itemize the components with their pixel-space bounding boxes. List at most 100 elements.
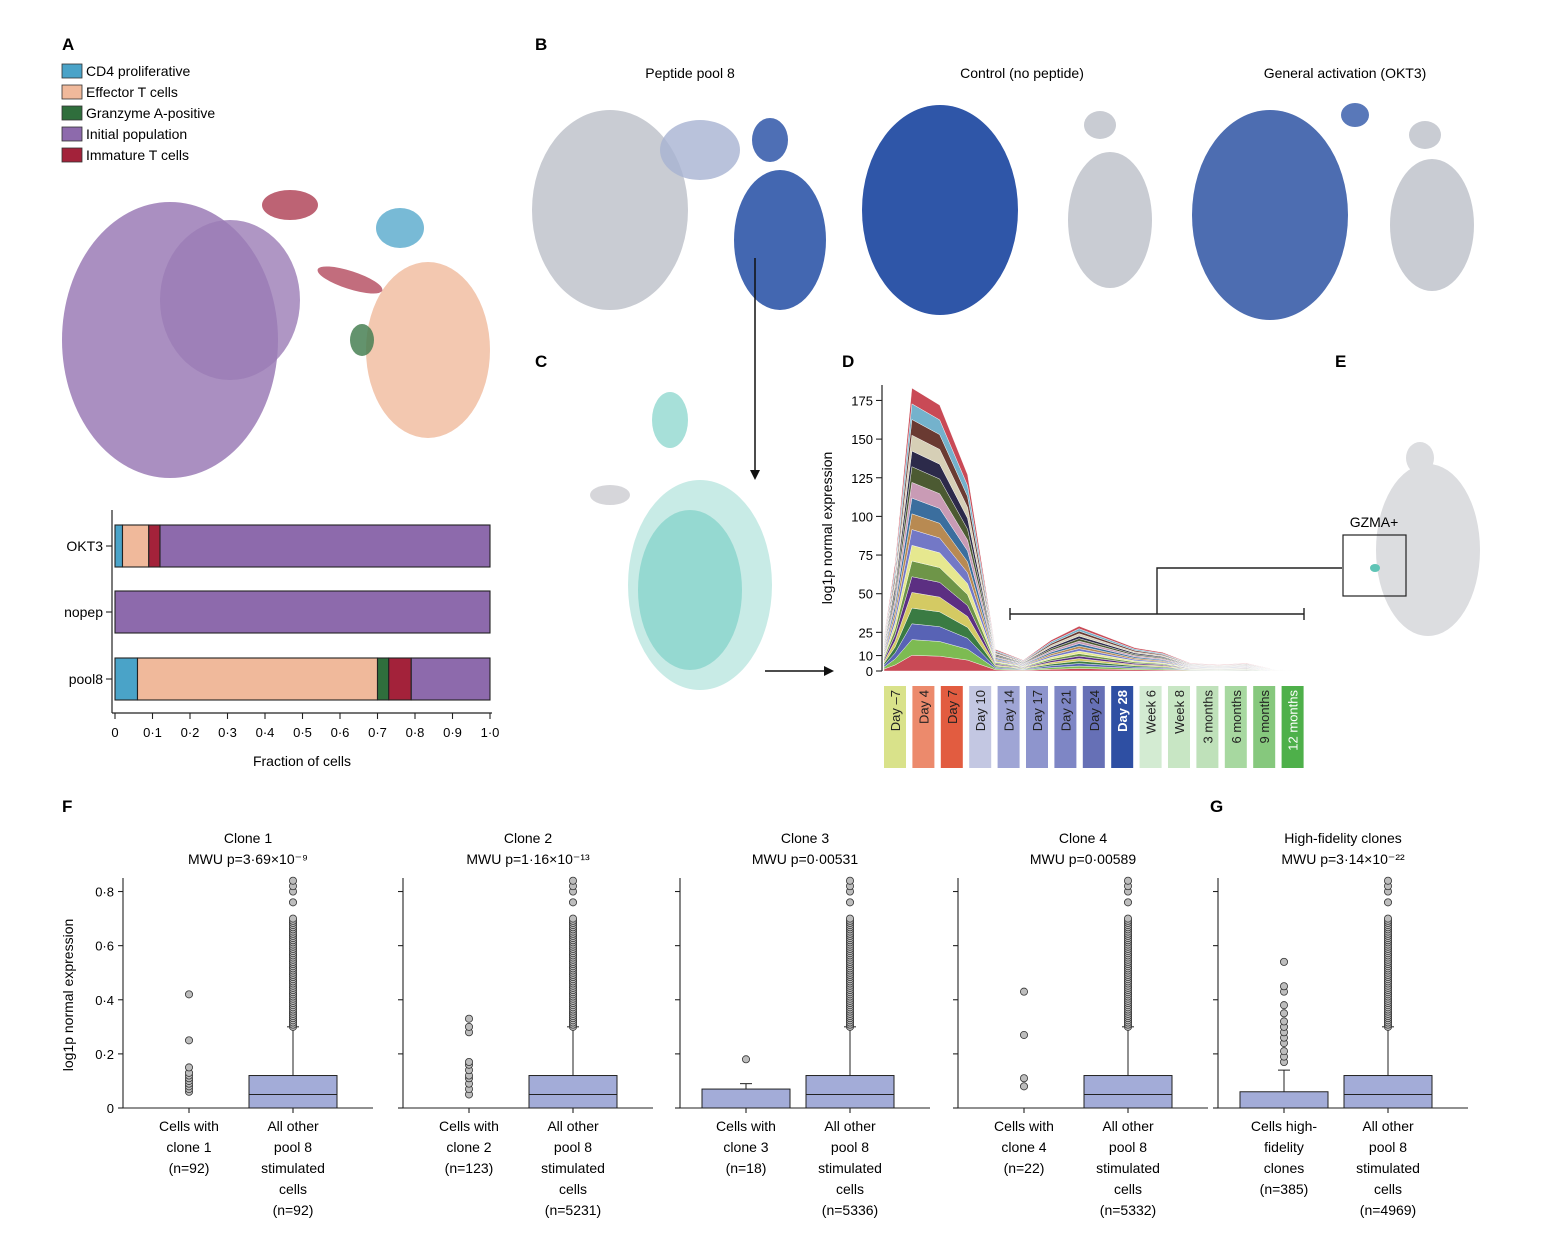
umap-b-control-initial [862, 105, 1018, 315]
panel-letter-f: F [62, 797, 72, 816]
group-label: All other [267, 1118, 319, 1134]
b-title-control: Control (no peptide) [960, 65, 1084, 81]
timepoint-swatch [1111, 686, 1134, 768]
box-panel-title: Clone 4 [1059, 830, 1107, 846]
outlier-point [846, 898, 855, 907]
outlier-point [846, 914, 855, 923]
outlier-point [1124, 876, 1133, 885]
stream-y-label: log1p normal expression [819, 452, 835, 605]
box-panel: Clone 3 MWU p=0·00531 Cells with clone 3 (n=… [675, 830, 930, 1218]
timepoint-swatch [1168, 686, 1190, 768]
expression-stream-chart: 010 25 50 75 100 125 150 175 log1p normal expre… [819, 385, 1342, 768]
timepoint-label: Day 7 [945, 690, 960, 724]
x-tick-label: 0 [111, 725, 118, 740]
timepoint-swatch [1196, 686, 1219, 768]
group-label: stimulated [261, 1160, 325, 1176]
group-label: Cells with [439, 1118, 499, 1134]
umap-b-pool8-initial [532, 110, 688, 310]
timepoint-label: Day 14 [1002, 690, 1017, 731]
panel-letter-a: A [62, 35, 74, 54]
x-tick-label: 0·7 [368, 725, 387, 740]
outlier-point [1020, 1082, 1029, 1091]
y-tick-label: 125 [851, 471, 873, 486]
panel-letter-c: C [535, 352, 547, 371]
legend-swatch-granzyme [61, 105, 83, 121]
group-label: (n=18) [726, 1160, 767, 1176]
legend-swatch-initial [61, 126, 83, 142]
outlier-point [1280, 957, 1289, 966]
outlier-point [1020, 987, 1029, 996]
legend-swatch-cd4 [61, 63, 83, 79]
box [528, 1075, 618, 1109]
x-tick-label: 0·6 [331, 725, 350, 740]
box [248, 1075, 338, 1109]
bar-segment [376, 657, 390, 701]
group-label: stimulated [1356, 1160, 1420, 1176]
box [701, 1088, 791, 1109]
outlier-point [1020, 1030, 1029, 1039]
box-y-tick-label: 0·8 [95, 885, 114, 900]
bar-segment [121, 524, 150, 568]
outlier-point [464, 1022, 473, 1031]
umap-b-pool8-cd4 [752, 118, 788, 162]
group-label: clone 2 [446, 1139, 491, 1155]
category-label: pool8 [69, 671, 103, 687]
b-title-okt3: General activation (OKT3) [1264, 65, 1427, 81]
group-label: (n=22) [1004, 1160, 1045, 1176]
timepoint-swatch [969, 686, 992, 768]
umap-c-cd4 [652, 392, 688, 448]
box-panel-title: Clone 1 [224, 830, 272, 846]
umap-a-immature-bridge [317, 266, 383, 294]
umap-b-okt3-cd4 [1409, 121, 1441, 149]
x-tick-label: 0·5 [293, 725, 312, 740]
umap-a-immature-cluster [262, 190, 318, 220]
bar-segment [410, 657, 491, 701]
group-label: (n=5231) [545, 1202, 601, 1218]
group-label: (n=92) [273, 1202, 314, 1218]
box-panel-stat: MWU p=3·14×10⁻²² [1281, 851, 1405, 867]
outlier-point [288, 914, 297, 923]
box-panel-stat: MWU p=0·00531 [752, 851, 858, 867]
bar-segment [114, 657, 139, 701]
outlier-point [464, 1058, 473, 1067]
group-label: pool 8 [1369, 1139, 1407, 1155]
bar-segment [159, 524, 491, 568]
box [1343, 1075, 1433, 1109]
panel-letter-d: D [842, 352, 854, 371]
outlier-point [1280, 1009, 1289, 1018]
panel-letter-e: E [1335, 352, 1346, 371]
group-label: pool 8 [274, 1139, 312, 1155]
y-tick-label: 175 [851, 393, 873, 408]
group-label: pool 8 [554, 1139, 592, 1155]
group-label: cells [836, 1181, 864, 1197]
umap-c-bridge [590, 485, 630, 505]
umap-b-pool8-bridge [660, 120, 740, 180]
panel-letter-b: B [535, 35, 547, 54]
group-label: All other [547, 1118, 599, 1134]
box-y-tick-label: 0·2 [95, 1047, 114, 1062]
y-tick-label: 0 [866, 664, 873, 679]
x-tick-label: 0·4 [256, 725, 275, 740]
timepoint-swatch [1082, 686, 1105, 768]
box [1083, 1075, 1173, 1109]
group-label: (n=92) [169, 1160, 210, 1176]
group-label: pool 8 [1109, 1139, 1147, 1155]
x-tick-label: 0·9 [443, 725, 462, 740]
legend-swatch-effector [61, 84, 83, 100]
y-tick-label: 25 [859, 625, 873, 640]
gzma-label: GZMA+ [1350, 514, 1399, 530]
legend-label-initial: Initial population [86, 126, 187, 142]
umap-b-pool8-activated [734, 170, 826, 310]
outlier-point [569, 898, 578, 907]
group-label: Cells high- [1251, 1118, 1317, 1134]
legend-label-cd4: CD4 proliferative [86, 63, 190, 79]
x-tick-label: 0·2 [181, 725, 200, 740]
umap-a [62, 190, 490, 478]
group-label: Cells with [994, 1118, 1054, 1134]
timepoint-label: 6 months [1229, 690, 1244, 744]
umap-b-okt3-activated [1390, 159, 1474, 291]
outlier-point [1384, 914, 1393, 923]
y-tick-label: 100 [851, 509, 873, 524]
group-label: (n=5336) [822, 1202, 878, 1218]
bar-segment [114, 590, 491, 634]
